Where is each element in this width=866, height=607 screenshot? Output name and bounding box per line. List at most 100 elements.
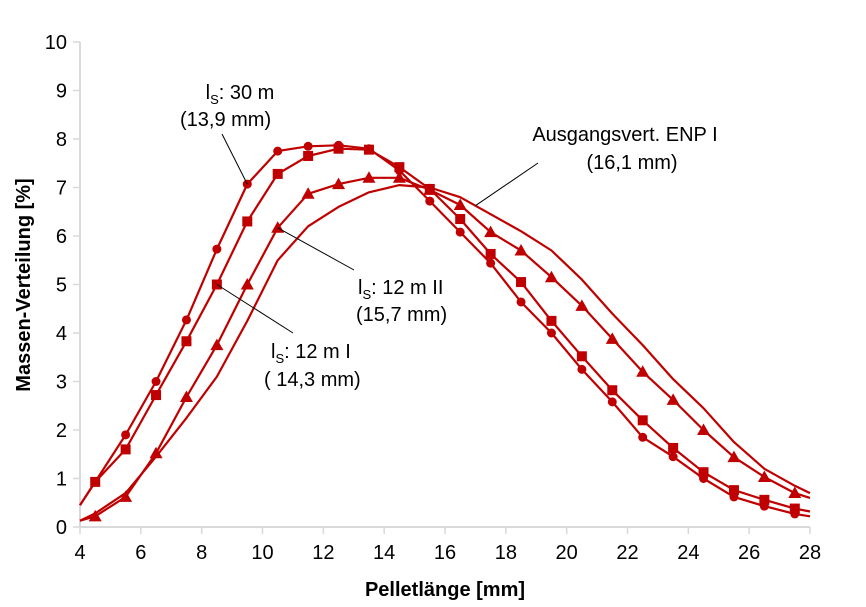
data-point-square	[698, 467, 709, 478]
x-tick-label: 12	[312, 542, 334, 564]
annotation-leader-line	[216, 284, 294, 334]
series-line	[79, 144, 811, 518]
data-point-square	[120, 444, 131, 455]
data-point-square	[546, 315, 557, 326]
data-point-circle	[486, 258, 496, 268]
y-tick-label: 10	[45, 32, 67, 54]
x-tick-label: 8	[196, 542, 207, 564]
data-point-triangle	[666, 393, 680, 405]
data-point-circle	[668, 452, 678, 462]
data-point-square	[181, 336, 192, 347]
data-point-circle	[425, 196, 435, 206]
data-point-circle	[181, 315, 191, 325]
annotation-30m-sub: S	[210, 92, 219, 107]
data-point-circle	[577, 364, 587, 374]
data-point-circle	[273, 146, 283, 156]
data-point-triangle	[697, 423, 711, 435]
x-tick-label: 16	[434, 542, 456, 564]
annotation-12m-i: lS: 12 m I	[271, 341, 351, 366]
annotation-12m-ii-rest: : 12 m II	[371, 277, 443, 299]
y-axis-title: Massen-Verteilung [%]	[13, 178, 35, 391]
y-tick-label: 0	[56, 517, 67, 539]
y-tick-label: 5	[56, 275, 67, 297]
data-point-square	[576, 351, 587, 362]
data-point-triangle	[636, 365, 650, 377]
data-point-circle	[212, 244, 222, 254]
data-point-square	[394, 162, 405, 173]
data-point-triangle	[453, 198, 467, 210]
data-point-square	[516, 277, 527, 288]
data-point-square	[455, 214, 466, 225]
annotation-12m-i-sub: S	[275, 351, 284, 366]
series-layer	[79, 140, 811, 522]
x-tick-label: 14	[373, 542, 395, 564]
annotation-30m-size: (13,9 mm)	[180, 109, 271, 131]
data-point-triangle	[484, 225, 498, 238]
data-point-triangle	[423, 183, 437, 195]
data-point-square	[363, 144, 374, 155]
x-tick-label: 10	[251, 542, 273, 564]
data-point-triangle	[301, 187, 315, 199]
data-point-square	[637, 415, 648, 426]
data-point-triangle	[240, 278, 254, 290]
x-tick-label: 24	[677, 542, 699, 564]
data-point-triangle	[514, 244, 528, 256]
data-point-circle	[455, 227, 465, 237]
data-point-triangle	[88, 509, 102, 522]
data-point-square	[272, 168, 283, 179]
data-point-square	[759, 494, 770, 505]
y-tick-label: 9	[56, 81, 67, 103]
data-point-triangle	[605, 332, 619, 344]
data-point-triangle	[362, 171, 376, 183]
data-point-square	[728, 485, 739, 496]
x-tick-label: 22	[616, 542, 638, 564]
data-point-circle	[151, 377, 161, 386]
data-point-triangle	[332, 177, 346, 190]
series-line	[79, 147, 811, 513]
data-point-square	[668, 442, 679, 453]
data-point-triangle	[179, 390, 193, 403]
data-point-circle	[121, 430, 131, 440]
annotation-leader-line	[221, 133, 248, 185]
annotation-12m-i-rest: : 12 m I	[284, 341, 351, 363]
series-triangle	[79, 171, 811, 522]
data-point-triangle	[392, 171, 406, 183]
annotation-enp-size: (16,1 mm)	[586, 152, 677, 174]
annotation-30m: lS: 30 m	[206, 82, 275, 107]
y-tick-label: 3	[56, 372, 67, 394]
data-point-square	[90, 476, 101, 487]
data-point-circle	[516, 297, 526, 307]
annotation-leader-line	[277, 227, 355, 271]
x-tick-label: 26	[738, 542, 760, 564]
y-tick-label: 2	[56, 420, 67, 442]
annotation-12m-ii-size: (15,7 mm)	[356, 304, 447, 326]
data-point-triangle	[788, 486, 802, 499]
data-point-triangle	[757, 470, 771, 483]
annotation-12m-i-l: l	[271, 341, 275, 363]
data-point-square	[789, 503, 800, 514]
x-tick-label: 18	[495, 542, 517, 564]
data-point-square	[333, 143, 344, 154]
x-tick-label: 6	[135, 542, 146, 564]
data-point-circle	[638, 432, 648, 442]
data-point-circle	[303, 141, 313, 151]
y-tick-label: 8	[56, 129, 67, 151]
x-tick-label: 20	[556, 542, 578, 564]
annotation-12m-ii-sub: S	[362, 287, 371, 302]
data-point-triangle	[544, 270, 558, 283]
data-point-square	[303, 150, 314, 161]
data-point-square	[242, 216, 253, 227]
annotation-12m-ii-l: l	[358, 277, 362, 299]
x-tick-label: 4	[74, 542, 85, 564]
data-point-triangle	[210, 338, 224, 351]
y-tick-label: 4	[56, 323, 67, 345]
annotation-30m-rest: : 30 m	[219, 82, 275, 104]
data-point-triangle	[119, 490, 133, 502]
y-tick-label: 6	[56, 226, 67, 248]
data-point-circle	[546, 328, 556, 338]
y-tick-label: 1	[56, 469, 67, 491]
x-axis-title: Pelletlänge [mm]	[365, 579, 525, 601]
data-point-square	[151, 390, 162, 401]
annotation-leaders	[216, 133, 539, 334]
